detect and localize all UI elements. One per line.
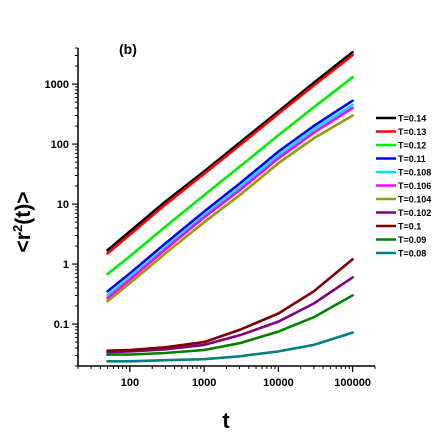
legend-label: T=0.108	[398, 168, 431, 178]
legend-label: T=0.14	[398, 114, 426, 124]
legend-label: T=0.106	[398, 181, 431, 191]
y-tick-label: 10	[57, 199, 69, 211]
x-tick-label: 100	[121, 377, 139, 389]
y-tick-label: 1	[63, 259, 69, 271]
y-axis-title-post: (t)>	[12, 192, 35, 225]
legend: T=0.14 T=0.13 T=0.12 T=0.11 T=0.108 T=0.106 T=…	[376, 114, 431, 259]
y-axis-title-sup: 2	[10, 225, 25, 232]
y-tick-label: 1000	[45, 79, 69, 91]
series-line-t-0-104	[106, 114, 354, 303]
series-line-t-0-102	[106, 276, 354, 354]
legend-label: T=0.11	[398, 154, 426, 164]
series-line-t-0-11	[106, 99, 354, 293]
y-axis-title-pre: <r	[12, 232, 35, 252]
y-tick-label: 100	[51, 139, 69, 151]
legend-label: T=0.1	[398, 222, 421, 232]
series-line-t-0-13	[106, 53, 354, 255]
panel-label: (b)	[119, 41, 137, 57]
series-line-t-0-08	[106, 331, 354, 363]
series-line-t-0-106	[106, 106, 354, 300]
legend-label: T=0.09	[398, 235, 426, 245]
x-tick-label: 1000	[192, 377, 216, 389]
legend-label: T=0.102	[398, 208, 431, 218]
plot-area: 100 1000 10000 100000 0.1 1 10 100 1000	[45, 47, 376, 389]
legend-label: T=0.104	[398, 195, 431, 205]
x-tick-label: 100000	[334, 377, 371, 389]
ticks: 100 1000 10000 100000 0.1 1 10 100 1000	[45, 47, 376, 389]
series-line-t-0-12	[106, 76, 354, 276]
series-line-t-0-108	[106, 103, 354, 297]
x-tick-label: 10000	[263, 377, 294, 389]
y-axis-title: <r2(t)>	[10, 192, 35, 253]
series-lines	[106, 50, 354, 363]
series-line-t-0-1	[106, 257, 354, 353]
legend-label: T=0.08	[398, 249, 426, 259]
series-line-t-0-14	[106, 50, 354, 252]
y-tick-label: 0.1	[54, 319, 69, 331]
legend-label: T=0.12	[398, 141, 426, 151]
x-axis-title: t	[222, 408, 230, 433]
series-line-t-0-09	[106, 294, 354, 356]
legend-label: T=0.13	[398, 127, 426, 137]
